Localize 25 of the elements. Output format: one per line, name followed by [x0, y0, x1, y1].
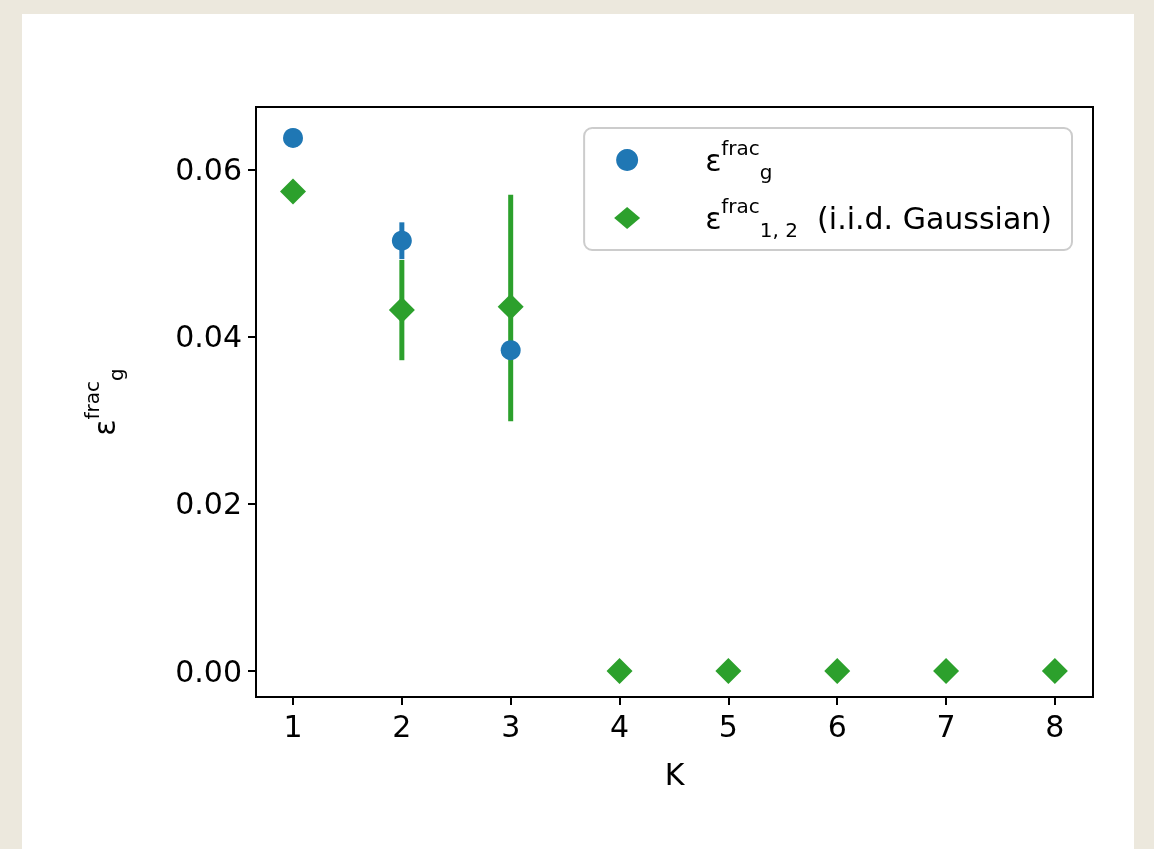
point	[1041, 658, 1068, 685]
x-tick-label: 3	[501, 708, 521, 744]
x-tick-label: 1	[283, 708, 303, 744]
x-tick-label: 6	[827, 708, 847, 744]
y-tick-label: 0.02	[175, 486, 242, 522]
point	[606, 658, 633, 685]
y-tick-label: 0.06	[175, 152, 242, 188]
point	[500, 340, 521, 361]
point	[933, 658, 960, 685]
x-tick-label: 7	[936, 708, 956, 744]
y-tick-label: 0.04	[175, 319, 242, 355]
x-tick-label: 8	[1045, 708, 1065, 744]
x-tick-label: 4	[609, 708, 630, 744]
x-tick-label: 5	[718, 708, 738, 744]
x-tick-label: 2	[392, 708, 412, 744]
point	[391, 230, 412, 251]
point	[497, 293, 524, 320]
x-axis-title: K	[664, 756, 686, 792]
point	[388, 297, 415, 324]
point	[824, 658, 851, 685]
point	[283, 127, 304, 148]
point	[715, 658, 742, 685]
point	[280, 178, 307, 205]
y-axis-title: εfracg	[80, 368, 128, 436]
y-tick-label: 0.00	[175, 653, 242, 689]
